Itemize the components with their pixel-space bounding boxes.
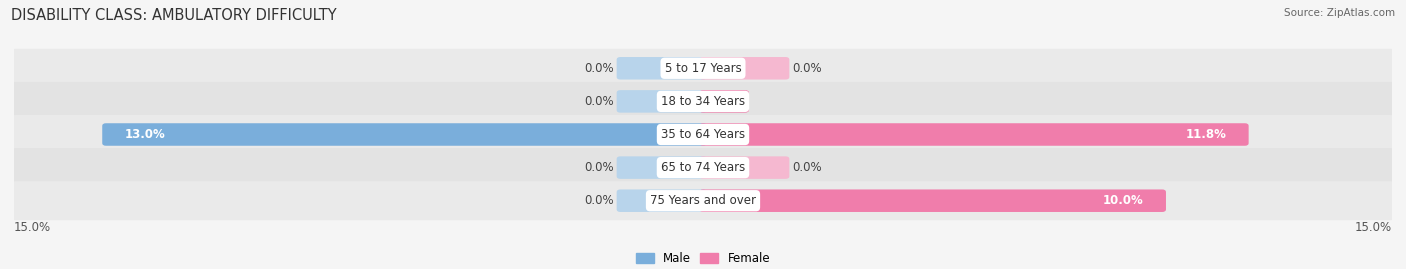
FancyBboxPatch shape [10,115,1396,154]
Text: 0.0%: 0.0% [583,62,613,75]
Text: 35 to 64 Years: 35 to 64 Years [661,128,745,141]
FancyBboxPatch shape [103,123,707,146]
Text: 0.0%: 0.0% [793,161,823,174]
FancyBboxPatch shape [699,156,789,179]
FancyBboxPatch shape [10,82,1396,121]
FancyBboxPatch shape [699,90,749,113]
Text: 0.0%: 0.0% [793,62,823,75]
Text: 10.0%: 10.0% [1104,194,1144,207]
Text: 0.0%: 0.0% [583,161,613,174]
FancyBboxPatch shape [617,189,707,212]
Text: 5 to 17 Years: 5 to 17 Years [665,62,741,75]
Text: Source: ZipAtlas.com: Source: ZipAtlas.com [1284,8,1395,18]
Legend: Male, Female: Male, Female [631,247,775,269]
Text: 13.0%: 13.0% [124,128,165,141]
Text: 0.0%: 0.0% [583,194,613,207]
Text: 11.8%: 11.8% [1185,128,1226,141]
Text: 18 to 34 Years: 18 to 34 Years [661,95,745,108]
Text: 15.0%: 15.0% [1355,221,1392,233]
Text: 15.0%: 15.0% [14,221,51,233]
Text: DISABILITY CLASS: AMBULATORY DIFFICULTY: DISABILITY CLASS: AMBULATORY DIFFICULTY [11,8,337,23]
FancyBboxPatch shape [10,181,1396,220]
FancyBboxPatch shape [10,49,1396,88]
FancyBboxPatch shape [699,189,1166,212]
FancyBboxPatch shape [10,148,1396,187]
Text: 65 to 74 Years: 65 to 74 Years [661,161,745,174]
FancyBboxPatch shape [699,123,1249,146]
FancyBboxPatch shape [617,57,707,80]
FancyBboxPatch shape [617,156,707,179]
FancyBboxPatch shape [699,57,789,80]
Text: 75 Years and over: 75 Years and over [650,194,756,207]
Text: 0.92%: 0.92% [686,95,727,108]
FancyBboxPatch shape [617,90,707,113]
Text: 0.0%: 0.0% [583,95,613,108]
